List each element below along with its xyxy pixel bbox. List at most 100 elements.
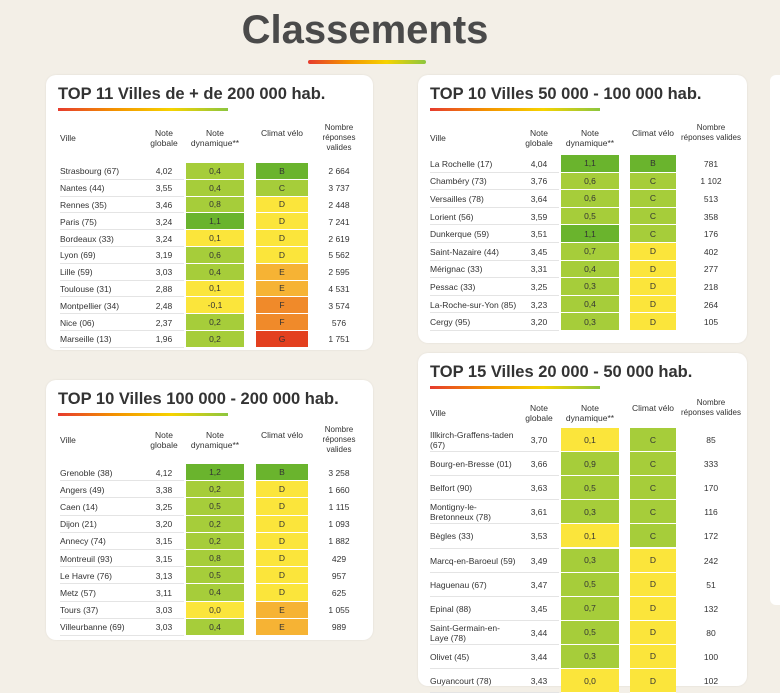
cell-note: 3,55	[155, 183, 173, 194]
cell-dyn: 0,8	[186, 196, 244, 214]
cell-ville: Marseille (13)	[60, 334, 112, 345]
row-separator	[60, 178, 184, 180]
cell-nb: 264	[703, 299, 719, 310]
cell-ville: Chambéry (73)	[430, 176, 487, 187]
row-separator	[60, 313, 184, 315]
cell-dyn: 0,4	[186, 618, 244, 636]
cell-note: 3,53	[530, 531, 548, 542]
cell-ville: Nantes (44)	[60, 183, 105, 194]
cell-climat: C	[630, 500, 676, 525]
cell-ville: Guyancourt (78)	[430, 676, 492, 687]
row-separator	[430, 277, 559, 279]
row-separator	[60, 262, 184, 264]
row-separator	[60, 497, 184, 499]
table-row: La-Roche-sur-Yon (85) 3,23 0,4 D 264	[418, 295, 747, 314]
cell-climat: D	[630, 669, 676, 693]
cell-ville: Paris (75)	[60, 216, 97, 227]
cell-dyn: 0,3	[561, 644, 619, 669]
header-climat: Climat vélo	[631, 128, 675, 138]
cell-note: 3,13	[155, 570, 173, 581]
table-row: Belfort (90) 3,63 0,5 C 170	[418, 476, 747, 501]
cell-note: 3,11	[156, 587, 172, 598]
cell-nb: 2 664	[328, 166, 350, 177]
row-separator	[430, 330, 559, 331]
cell-dyn: 0,3	[561, 313, 619, 331]
cell-ville: Illkirch-Graffens-taden (67)	[430, 430, 514, 451]
cell-climat: D	[256, 515, 308, 533]
cell-ville: Marcq-en-Baroeul (59)	[430, 555, 516, 566]
cell-nb: 358	[703, 211, 719, 222]
table-row: Mérignac (33) 3,31 0,4 D 277	[418, 260, 747, 279]
cell-dyn: 0,2	[186, 532, 244, 550]
cell-note: 3,20	[155, 519, 173, 530]
cell-dyn: 0,4	[186, 263, 244, 281]
card-title-underline	[58, 413, 228, 416]
cell-note: 4,12	[155, 467, 173, 478]
cell-note: 3,38	[155, 484, 173, 495]
cell-ville: Belfort (90)	[430, 483, 473, 494]
cell-climat: G	[256, 331, 308, 348]
cell-note: 3,44	[530, 627, 548, 638]
next-card-edge	[770, 75, 780, 605]
header-climat: Climat vélo	[260, 430, 304, 440]
cell-nb: 102	[703, 676, 719, 687]
cell-nb: 172	[703, 531, 719, 542]
cell-note: 3,44	[530, 651, 548, 662]
table-row: Dunkerque (59) 3,51 1,1 C 176	[418, 225, 747, 243]
cell-nb: 2 448	[328, 199, 350, 210]
cell-nb: 1 093	[328, 519, 350, 530]
cell-climat: E	[256, 263, 308, 281]
cell-nb: 100	[703, 651, 719, 662]
cell-climat: E	[256, 280, 308, 298]
table-row: Versailles (78) 3,64 0,6 C 513	[418, 190, 747, 208]
cell-ville: Saint-Germain-en-Laye (78)	[430, 622, 500, 643]
cell-dyn: 0,0	[186, 601, 244, 619]
table-row: Bègles (33) 3,53 0,1 C 172	[418, 524, 747, 549]
table-row: Haguenau (67) 3,47 0,5 D 51	[418, 572, 747, 597]
cell-note: 4,02	[155, 166, 173, 177]
table-row: Montreuil (93) 3,15 0,8 D 429	[46, 550, 373, 568]
cell-ville: Caen (14)	[60, 501, 98, 512]
cell-note: 3,15	[155, 553, 173, 564]
cell-nb: 1 882	[328, 536, 350, 547]
table-row: Pessac (33) 3,25 0,3 D 218	[418, 278, 747, 296]
row-separator	[430, 294, 559, 296]
cell-dyn: 0,9	[561, 452, 619, 477]
cell-dyn: 0,1	[186, 280, 244, 298]
header-nb: Nombre réponses valides	[322, 123, 356, 152]
cell-note: 4,04	[530, 158, 548, 169]
table-row: Nantes (44) 3,55 0,4 C 3 737	[46, 179, 373, 197]
cell-ville: Lille (59)	[60, 267, 93, 278]
cell-note: 3,25	[155, 501, 173, 512]
ranking-card-1: TOP 11 Villes de + de 200 000 hab. Ville N…	[46, 75, 373, 350]
header-note: Note globale	[150, 430, 178, 450]
cell-ville: Metz (57)	[60, 587, 96, 598]
row-separator	[430, 451, 559, 453]
cell-ville: Epinal (88)	[430, 603, 472, 614]
table-row: Illkirch-Graffens-taden (67) 3,70 0,1 C 85	[418, 428, 747, 453]
row-separator	[60, 600, 184, 602]
cell-note: 3,20	[530, 317, 548, 328]
header-dyn: Note dynamique**	[565, 128, 615, 148]
header-note: Note globale	[525, 403, 553, 423]
cell-nb: 80	[706, 627, 716, 638]
cell-dyn: 1,1	[561, 155, 619, 173]
cell-dyn: 0,3	[561, 548, 619, 573]
cell-nb: 132	[703, 603, 719, 614]
cell-nb: 3 737	[328, 183, 350, 194]
cell-note: 3,31	[530, 264, 548, 275]
cell-nb: 402	[703, 246, 719, 257]
cell-nb: 277	[703, 264, 719, 275]
cell-note: 3,45	[530, 603, 548, 614]
cell-ville: Bourg-en-Bresse (01)	[430, 459, 512, 470]
row-separator	[60, 229, 184, 231]
cell-nb: 333	[703, 459, 719, 470]
cell-nb: 218	[703, 281, 719, 292]
table-row: Guyancourt (78) 3,43 0,0 D 102	[418, 669, 747, 693]
cell-climat: C	[630, 428, 676, 453]
cell-climat: C	[630, 207, 676, 226]
cell-nb: 7 241	[328, 216, 350, 227]
header-ville: Ville	[60, 133, 76, 143]
table-row: Angers (49) 3,38 0,2 D 1 660	[46, 481, 373, 499]
cell-nb: 3 574	[328, 300, 350, 311]
